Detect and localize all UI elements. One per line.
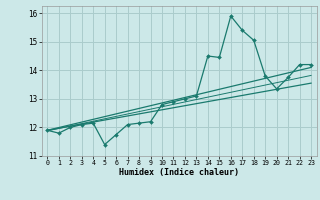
X-axis label: Humidex (Indice chaleur): Humidex (Indice chaleur) bbox=[119, 168, 239, 177]
